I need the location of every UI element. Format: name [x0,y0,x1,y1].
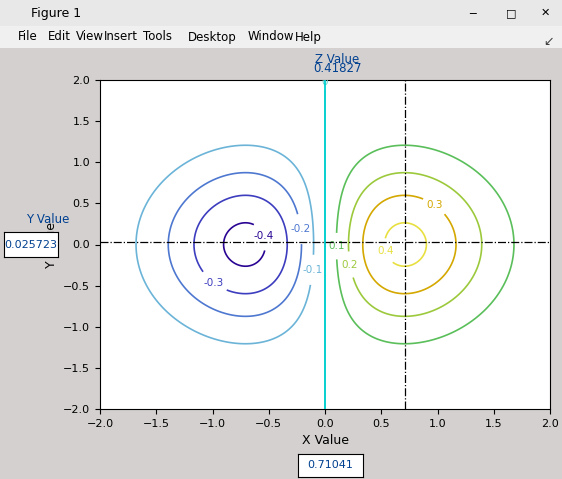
Text: ↙: ↙ [543,35,554,48]
Text: ✕: ✕ [541,8,550,18]
Text: -0.4: -0.4 [253,230,274,240]
Text: Figure 1: Figure 1 [31,7,81,20]
Text: 0.41827: 0.41827 [313,62,361,75]
Text: View: View [76,31,104,44]
Text: Z Value: Z Value [315,53,359,66]
Text: 0.4: 0.4 [377,246,394,256]
Text: 0.2: 0.2 [342,260,359,270]
Text: File: File [18,31,38,44]
Text: -0.1: -0.1 [302,265,323,275]
Text: Y Value: Y Value [26,213,70,226]
Text: Edit: Edit [48,31,71,44]
Text: Help: Help [295,31,322,44]
Text: Tools: Tools [143,31,173,44]
Text: -0.3: -0.3 [203,277,224,287]
Text: Insert: Insert [104,31,138,44]
Text: Desktop: Desktop [188,31,237,44]
Text: 0.1: 0.1 [328,241,345,251]
Text: □: □ [506,8,516,18]
X-axis label: X Value: X Value [301,434,348,447]
Text: -0.2: -0.2 [291,224,311,234]
Text: Window: Window [247,31,294,44]
Text: 0.025723: 0.025723 [4,240,58,250]
Text: 0.71041: 0.71041 [307,460,353,470]
Text: 0: 0 [322,77,328,87]
Text: 0.3: 0.3 [427,200,443,210]
Y-axis label: Y Value: Y Value [44,221,57,267]
Text: ─: ─ [469,8,475,18]
